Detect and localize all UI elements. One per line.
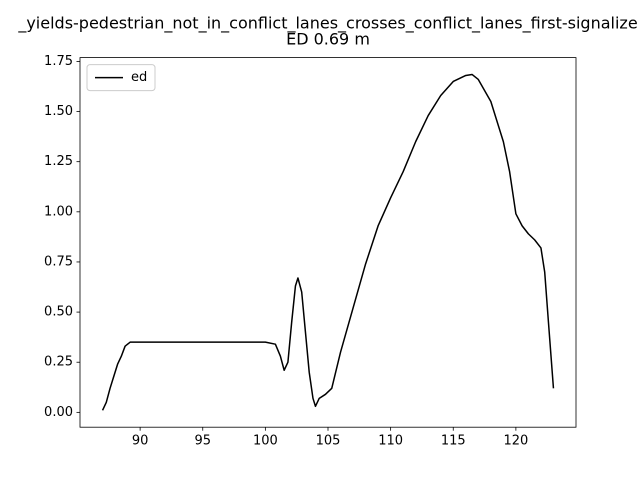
y-tick-label: 0.00 [44,405,73,420]
chart-title: _yields-pedestrian_not_in_conflict_lanes… [17,14,637,34]
y-tick-label: 1.75 [44,54,73,69]
y-tick-label: 0.25 [44,355,73,370]
data-line [101,73,555,411]
y-tick-label: 0.75 [44,254,73,269]
x-tick-label: 120 [503,434,528,449]
x-tick-label: 95 [194,434,211,449]
x-tick-label: 110 [378,434,403,449]
chart-subtitle: ED 0.69 m [286,30,370,49]
y-tick-label: 1.25 [44,154,73,169]
x-tick-label: 105 [316,434,341,449]
x-tick-label: 115 [441,434,466,449]
y-tick-label: 1.00 [44,204,73,219]
y-tick-label: 1.50 [44,104,73,119]
x-tick-label: 90 [132,434,149,449]
y-tick-label: 0.50 [44,305,73,320]
legend-label: ed [131,70,147,85]
x-tick-label: 100 [253,434,278,449]
